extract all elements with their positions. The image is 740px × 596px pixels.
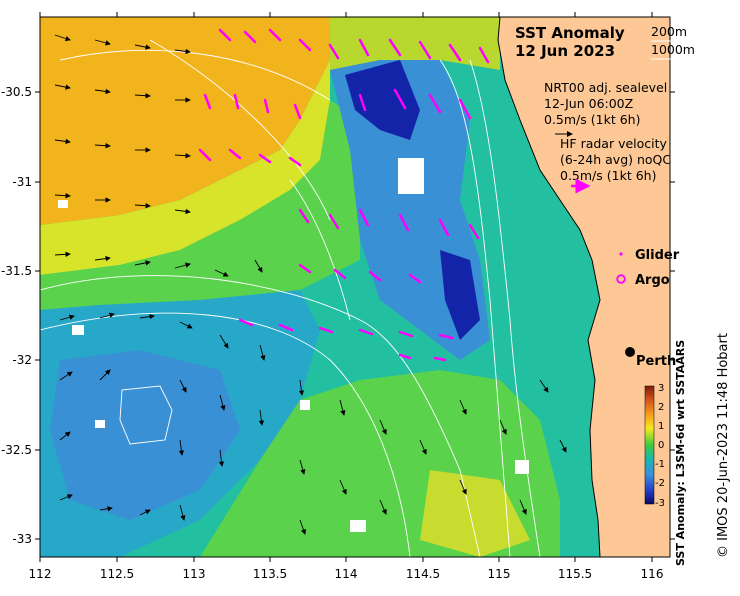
colorbar-tick: -2 — [655, 478, 665, 489]
hf-radar-avg: (6-24h avg) noQC — [560, 152, 671, 167]
colorbar-tick: -3 — [655, 498, 665, 509]
x-tick-label: 115 — [488, 567, 511, 581]
y-tick-label: -32.5 — [1, 443, 32, 457]
cold-tongue-core — [345, 60, 420, 140]
y-tick-label: -31.5 — [1, 264, 32, 278]
colorbar-gradient — [644, 385, 655, 505]
city-label-perth: Perth — [636, 354, 676, 369]
y-tick-label: -30.5 — [1, 85, 32, 99]
green-band — [40, 100, 360, 310]
argo-legend-marker — [616, 274, 626, 284]
hf-radar-title: HF radar velocity — [560, 136, 668, 151]
depth-contour-200m-label: 200m — [651, 24, 687, 39]
sealevel-scale: 0.5m/s (1kt 6h) — [544, 112, 640, 127]
x-tick-label: 113 — [183, 567, 206, 581]
colorbar-tick: 0 — [658, 440, 664, 451]
missing-data-patch — [58, 200, 68, 208]
missing-data-patch — [72, 325, 84, 335]
missing-data-patch — [300, 400, 310, 410]
colorbar-tick: 3 — [658, 383, 664, 394]
sealevel-time: 12-Jun 06:00Z — [544, 96, 633, 111]
x-tick-label: 112 — [29, 567, 52, 581]
y-axis: -30.5 -31 -31.5 -32 -32.5 -33 — [1, 85, 675, 546]
cold-tongue-core-south — [440, 250, 480, 340]
hf-radar-scale: 0.5m/s (1kt 6h) — [560, 168, 656, 183]
coastline — [497, 17, 601, 557]
x-tick-label: 116 — [641, 567, 664, 581]
south-yellow-patch — [420, 470, 530, 557]
y-tick-label: -31 — [12, 175, 32, 189]
imos-credit: © IMOS 20-Jun-2023 11:48 Hobart — [716, 333, 731, 558]
hf-radar-arrows — [198, 28, 490, 362]
x-tick-label: 112.5 — [100, 567, 134, 581]
missing-data-patch — [515, 460, 529, 474]
yellow-anomaly-region — [40, 60, 330, 275]
cool-anomaly-core — [50, 350, 240, 520]
map-title: SST Anomaly — [515, 24, 625, 42]
missing-data-patch — [95, 420, 105, 428]
depth-contour-1000m-label: 1000m — [651, 42, 695, 57]
colorbar-tick: 2 — [658, 402, 664, 413]
x-tick-label: 114 — [335, 567, 358, 581]
map-plot-area — [40, 17, 670, 557]
missing-data-patch — [350, 520, 366, 532]
x-tick-label: 114.5 — [406, 567, 440, 581]
perth-marker — [625, 347, 635, 357]
warm-anomaly-region — [40, 17, 330, 225]
argo-legend-label: Argo — [635, 273, 670, 288]
sealevel-current-arrows — [54, 34, 567, 535]
sealevel-source: NRT00 adj. sealevel — [544, 80, 667, 95]
y-tick-label: -32 — [12, 353, 32, 367]
colorbar: 3 2 1 0 -1 -2 -3 SST Anomaly: L3SM-6d wr… — [644, 340, 687, 566]
land-western-australia — [498, 17, 670, 557]
map-date: 12 Jun 2023 — [515, 42, 615, 60]
missing-data-patch — [398, 158, 424, 194]
x-tick-label: 115.5 — [558, 567, 592, 581]
glider-legend-marker — [619, 252, 623, 256]
x-axis: 112 112.5 113 113.5 114 114.5 115 115.5 … — [29, 12, 664, 581]
plot-frame — [39, 16, 671, 558]
depth-contours — [40, 39, 541, 557]
colorbar-tick: 1 — [658, 421, 664, 432]
colorbar-title: SST Anomaly: L3SM-6d wrt SSTAARS — [674, 340, 687, 566]
glider-legend-label: Glider — [635, 248, 680, 263]
x-tick-label: 113.5 — [253, 567, 287, 581]
y-tick-label: -33 — [12, 532, 32, 546]
colorbar-tick: -1 — [655, 459, 665, 470]
